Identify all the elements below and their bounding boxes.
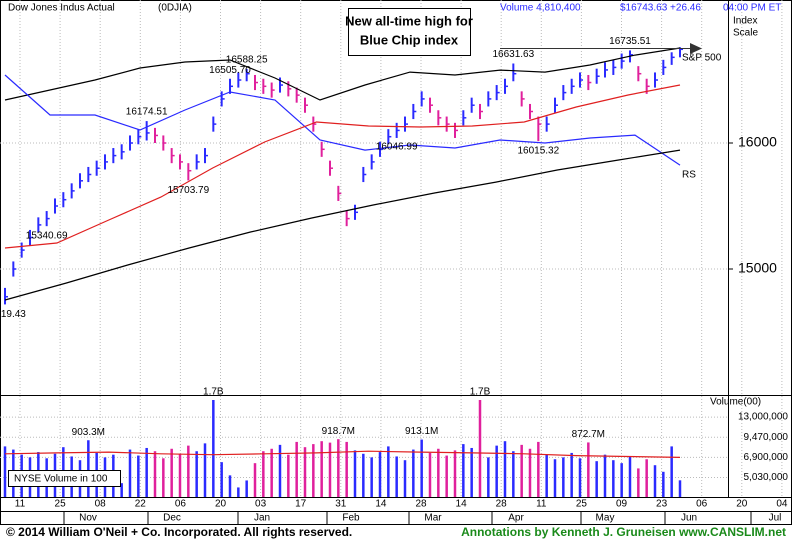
overlay-line [4, 47, 681, 101]
volume-label: 903.3M [72, 427, 105, 438]
month-label: Jun [681, 513, 697, 524]
x-tick-label: 03 [255, 499, 267, 510]
marks [3, 47, 683, 497]
month-label: Jan [254, 513, 270, 524]
price-label: 16174.51 [126, 107, 168, 118]
x-tick-label: 28 [415, 499, 427, 510]
month-label: Feb [342, 513, 360, 524]
volume-title: Volume(00) [710, 397, 761, 408]
price-label: 16631.63 [492, 49, 534, 60]
quote: $16743.63 +26.46 [620, 3, 701, 14]
x-tick-label: 14 [375, 499, 387, 510]
line-label: S&P 500 [682, 53, 722, 64]
volume-label: 872.7M [572, 429, 605, 440]
x-tick-label: 09 [616, 499, 628, 510]
price-label: 16046.99 [376, 142, 418, 153]
arrow-head [690, 43, 702, 54]
overlay-line [4, 149, 681, 301]
price-label: 16735.51 [609, 36, 651, 47]
x-tick-label: 28 [496, 499, 508, 510]
x-tick-label: 08 [95, 499, 107, 510]
x-tick-label: 22 [135, 499, 147, 510]
volume-tick-label: 5,030,000 [744, 472, 789, 483]
annotation-text: Blue Chip index [360, 32, 459, 47]
x-tick-label: 25 [576, 499, 588, 510]
price-label: 16015.32 [517, 146, 559, 157]
volume-tick-label: 13,000,000 [738, 412, 788, 423]
y-tick-label: 15000 [738, 260, 777, 276]
month-label: Dec [163, 513, 181, 524]
line-label: RS [682, 170, 696, 181]
symbol: (0DJIA) [158, 3, 192, 14]
x-tick-label: 17 [295, 499, 307, 510]
price-label: 15703.79 [167, 185, 209, 196]
price-label: 16588.25 [226, 55, 268, 66]
month-label: Jul [769, 513, 782, 524]
month-label: Nov [79, 513, 97, 524]
x-tick-label: 31 [335, 499, 347, 510]
x-tick-label: 14 [456, 499, 468, 510]
price-label: 14719.43 [0, 309, 26, 320]
header-volume: Volume 4,810,400 [500, 3, 581, 14]
overlay-line [4, 74, 681, 166]
volume-label: 1.7B [470, 387, 491, 398]
x-tick-label: 23 [656, 499, 668, 510]
price-label: 15340.69 [26, 231, 68, 242]
footer-copyright: © 2014 William O'Neil + Co. Incorporated… [6, 525, 352, 539]
volume-label: 1.7B [203, 387, 224, 398]
volume-label: 913.1M [405, 426, 438, 437]
x-tick-label: 20 [215, 499, 227, 510]
x-tick-label: 06 [696, 499, 708, 510]
month-label: Apr [508, 513, 524, 524]
volume-tick-label: 6,900,000 [744, 452, 789, 463]
volume-label: 918.7M [322, 426, 355, 437]
x-tick-label: 04 [776, 499, 788, 510]
x-tick-label: 20 [736, 499, 748, 510]
time: 04:00 PM ET [723, 3, 781, 14]
overlay-line [4, 84, 681, 249]
x-tick-label: 06 [175, 499, 187, 510]
price-label: 16505.70 [209, 65, 251, 76]
month-label: May [596, 513, 615, 524]
x-tick-label: 25 [55, 499, 67, 510]
x-tick-label: 11 [536, 499, 547, 510]
x-tick-label: 11 [15, 499, 26, 510]
chart-title: Dow Jones Indus Actual [8, 3, 115, 14]
volume-legend [8, 470, 121, 487]
annotation-text: New all-time high for [345, 13, 473, 28]
volume-legend-text: NYSE Volume in 100 [14, 474, 108, 485]
axis-title: Index [733, 16, 757, 27]
volume-tick-label: 9,470,000 [744, 432, 789, 443]
y-tick-label: 16000 [738, 134, 777, 150]
axis-title: Scale [733, 28, 758, 39]
month-label: Mar [424, 513, 442, 524]
footer-credit: Annotations by Kenneth J. Gruneisen www.… [461, 525, 786, 539]
annotation-box [348, 8, 471, 56]
volume-average-line [4, 450, 681, 458]
